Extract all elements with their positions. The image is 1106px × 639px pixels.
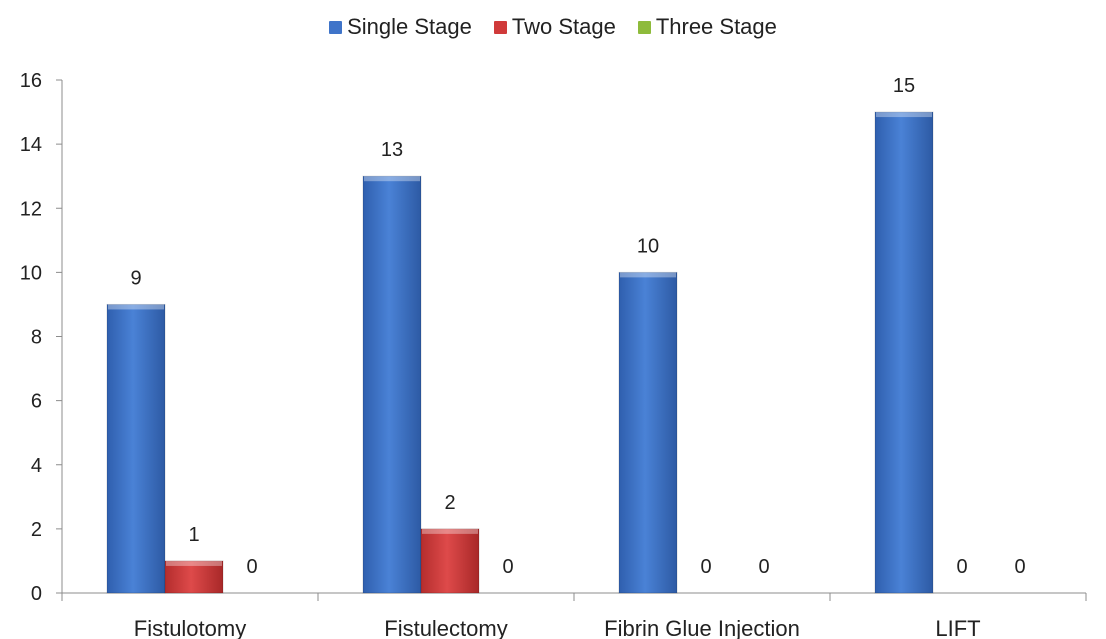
bar [618, 271, 678, 594]
legend-label-two-stage: Two Stage [511, 14, 616, 39]
bar [874, 111, 934, 594]
data-label: 15 [893, 75, 915, 97]
data-label: 10 [637, 235, 659, 257]
y-tick-label: 10 [20, 262, 42, 284]
y-tick-label: 16 [20, 70, 42, 92]
data-label: 0 [502, 556, 513, 578]
legend-item-two-stage: Two Stage [493, 14, 616, 40]
y-tick-label: 14 [20, 134, 42, 156]
y-tick-label: 0 [31, 583, 42, 605]
x-tick-label: LIFT [935, 616, 980, 639]
legend-label-single-stage: Single Stage [347, 14, 472, 39]
legend-swatch-three-stage [637, 20, 651, 34]
x-tick-label: Fibrin Glue Injection [604, 616, 800, 639]
legend-item-single-stage: Single Stage [329, 14, 472, 40]
legend-swatch-two-stage [493, 20, 507, 34]
bar-highlight [876, 112, 932, 118]
data-label: 0 [956, 556, 967, 578]
data-label: 0 [246, 556, 257, 578]
bar [362, 175, 422, 594]
bar-highlight [364, 176, 420, 182]
y-tick-label: 6 [31, 391, 42, 413]
bar-highlight [620, 272, 676, 278]
bar-highlight [108, 304, 164, 310]
bar [420, 528, 480, 594]
bar-highlight [166, 560, 222, 566]
chart-legend: Single Stage Two Stage Three Stage [0, 14, 1106, 40]
bar [164, 560, 224, 594]
x-tick-label: Fistulectomy [384, 616, 507, 639]
y-tick-label: 12 [20, 198, 42, 220]
data-label: 13 [381, 139, 403, 161]
bar-highlight [422, 528, 478, 534]
bar [106, 303, 166, 594]
data-label: 2 [444, 492, 455, 514]
data-label: 0 [758, 556, 769, 578]
y-tick-label: 2 [31, 519, 42, 541]
data-label: 0 [1014, 556, 1025, 578]
x-tick-label: Fistulotomy [134, 616, 246, 639]
data-label: 9 [130, 267, 141, 289]
y-tick-label: 4 [31, 455, 42, 477]
y-tick-label: 8 [31, 327, 42, 349]
data-label: 0 [700, 556, 711, 578]
data-label: 1 [188, 524, 199, 546]
legend-label-three-stage: Three Stage [655, 14, 777, 39]
legend-item-three-stage: Three Stage [637, 14, 777, 40]
legend-swatch-single-stage [329, 20, 343, 34]
